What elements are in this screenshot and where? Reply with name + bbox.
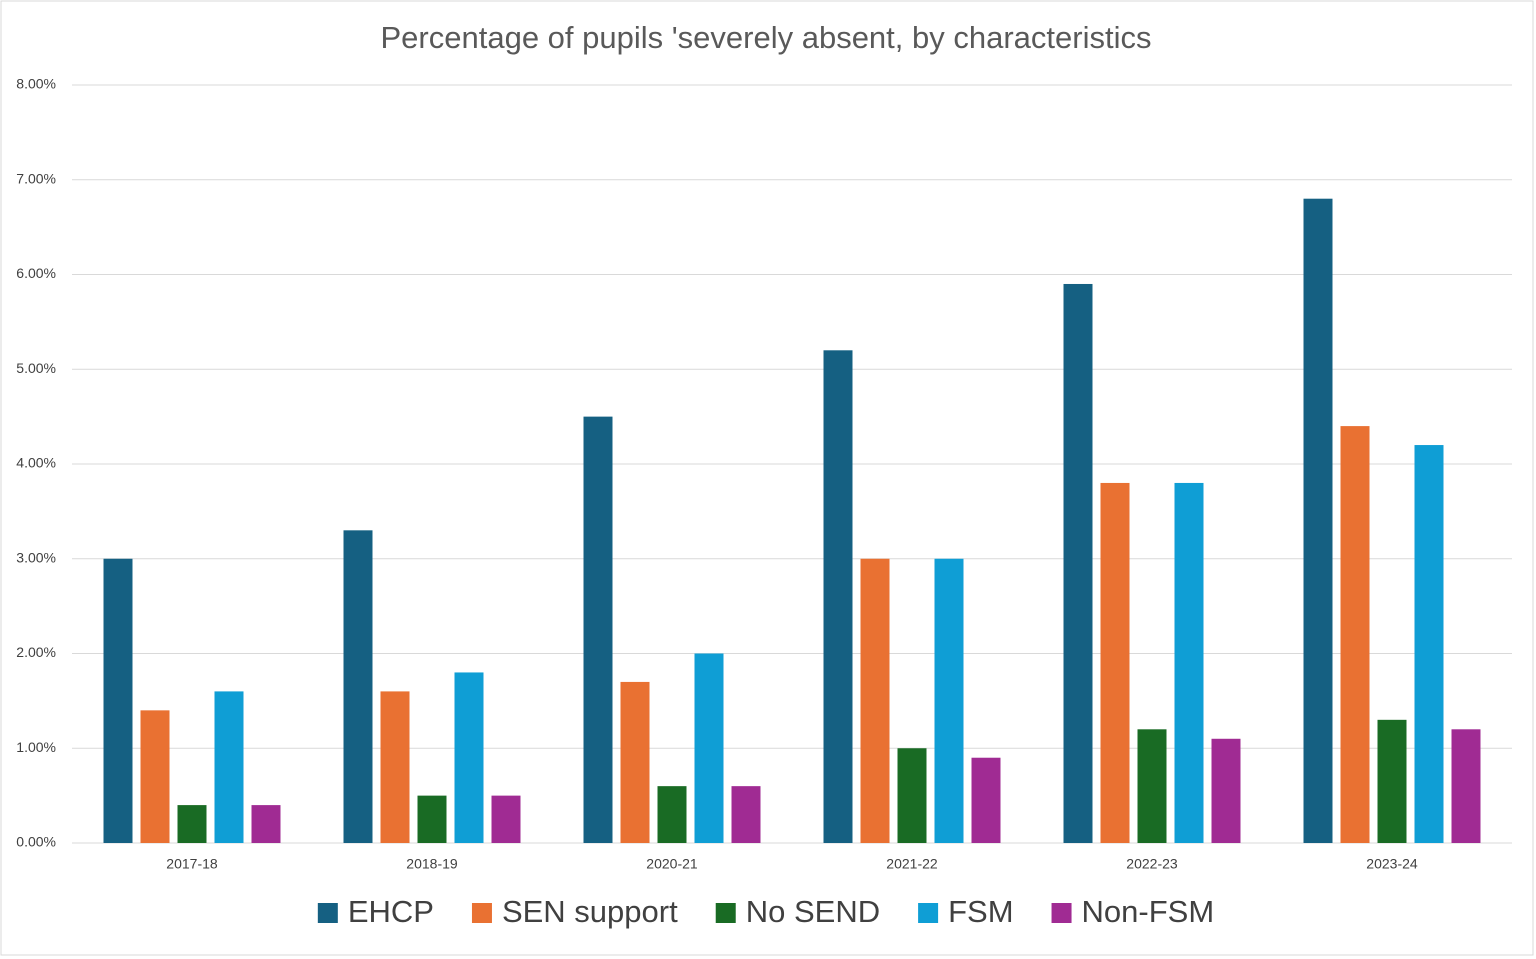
- bar: [1414, 445, 1444, 843]
- x-tick-label: 2017-18: [166, 856, 218, 872]
- bar: [897, 748, 927, 843]
- bar: [1137, 729, 1167, 843]
- bar: [860, 558, 890, 843]
- bar: [823, 350, 853, 843]
- legend-label: FSM: [948, 894, 1013, 929]
- bar: [103, 558, 133, 843]
- x-tick-label: 2023-24: [1366, 856, 1418, 872]
- y-tick-label: 4.00%: [16, 455, 56, 471]
- y-tick-label: 2.00%: [16, 644, 56, 660]
- x-tick-label: 2021-22: [886, 856, 938, 872]
- legend-swatch: [1051, 903, 1072, 923]
- bar: [417, 795, 447, 843]
- legend-swatch: [471, 903, 492, 923]
- bar: [1340, 426, 1370, 843]
- bar: [731, 786, 761, 843]
- bar: [380, 691, 410, 843]
- legend-label: SEN support: [502, 894, 678, 929]
- bar: [934, 558, 964, 843]
- legend-label: EHCP: [348, 894, 434, 929]
- y-tick-label: 5.00%: [16, 360, 56, 376]
- bar: [251, 805, 281, 843]
- bar: [657, 786, 687, 843]
- bar: [1063, 283, 1093, 844]
- bar: [214, 691, 244, 843]
- bar: [140, 710, 170, 843]
- bar: [1211, 738, 1241, 843]
- bar: [971, 757, 1001, 843]
- bar: [1451, 729, 1481, 843]
- y-tick-label: 0.00%: [16, 834, 56, 850]
- x-tick-label: 2020-21: [646, 856, 698, 872]
- legend-swatch: [918, 903, 939, 923]
- y-tick-label: 7.00%: [16, 170, 56, 186]
- x-tick-label: 2022-23: [1126, 856, 1178, 872]
- bar: [620, 681, 650, 843]
- chart-title: Percentage of pupils 'severely absent, b…: [381, 20, 1152, 55]
- bar: [177, 805, 207, 843]
- y-tick-label: 6.00%: [16, 265, 56, 281]
- legend-swatch: [715, 903, 736, 923]
- bar: [491, 795, 521, 843]
- bar: [1100, 482, 1130, 843]
- bar: [694, 653, 724, 843]
- bar: [1174, 482, 1204, 843]
- legend-label: No SEND: [746, 894, 880, 929]
- bar: [343, 530, 373, 843]
- legend-label: Non-FSM: [1082, 894, 1215, 929]
- legend-swatch: [317, 903, 338, 923]
- y-tick-label: 3.00%: [16, 549, 56, 565]
- bar: [454, 672, 484, 843]
- bar: [1303, 198, 1333, 843]
- y-tick-label: 1.00%: [16, 739, 56, 755]
- bar: [583, 416, 613, 843]
- x-tick-label: 2018-19: [406, 856, 458, 872]
- bar: [1377, 719, 1407, 843]
- y-tick-label: 8.00%: [16, 76, 56, 92]
